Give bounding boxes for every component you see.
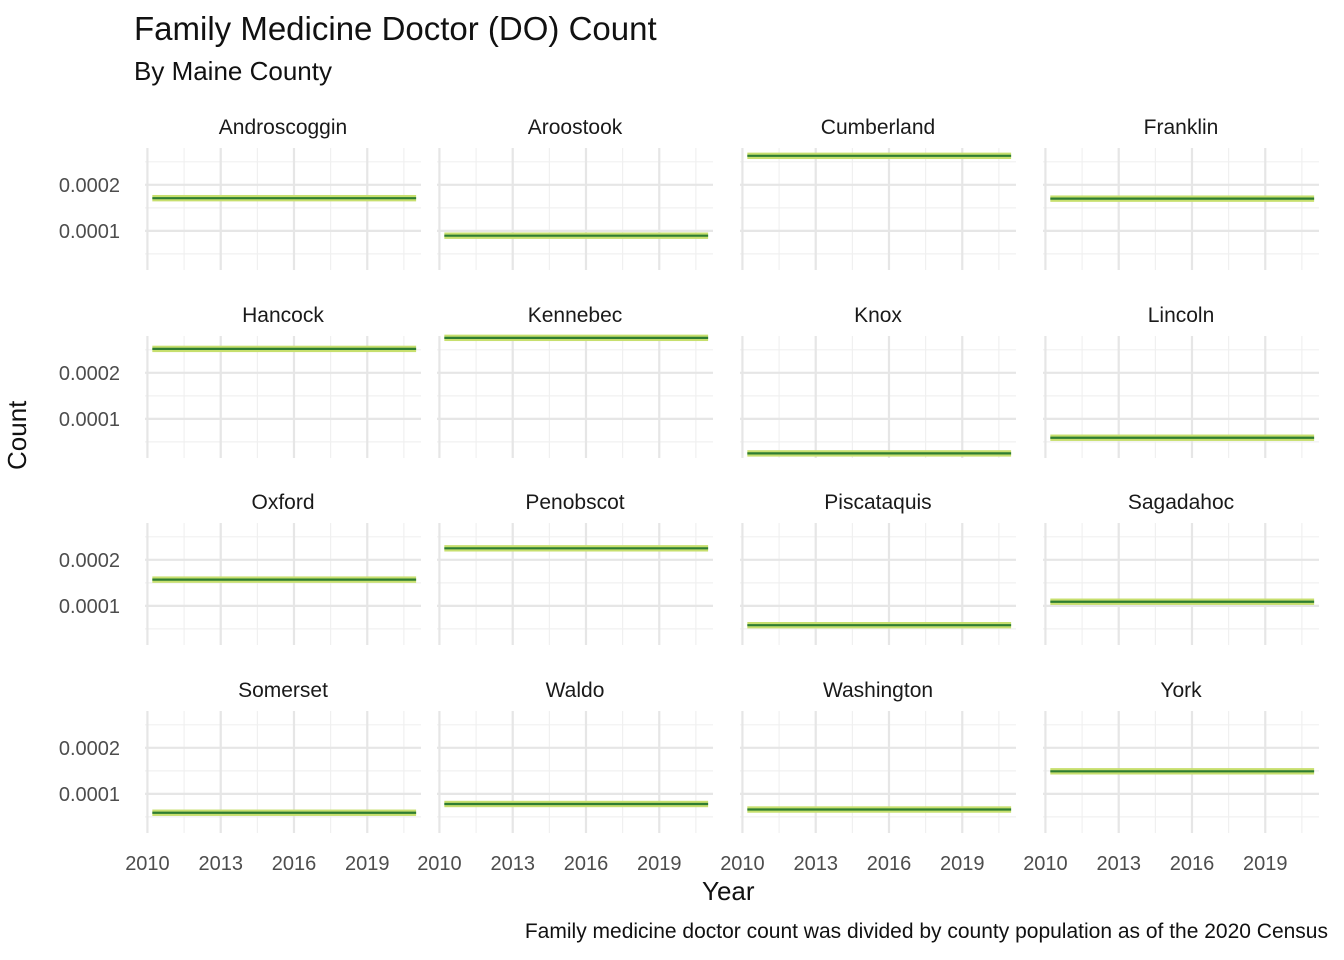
x-tick-label: 2019 [1243, 853, 1288, 875]
facet-label-knox: Knox [854, 304, 902, 327]
facet-label-oxford: Oxford [251, 491, 314, 514]
y-tick-label: 0.0001 [59, 221, 120, 243]
facet-label-sagadahoc: Sagadahoc [1128, 491, 1234, 514]
y-tick-label: 0.0002 [59, 363, 120, 385]
x-tick-label: 2013 [198, 853, 243, 875]
y-tick-label: 0.0002 [59, 738, 120, 760]
x-tick-label: 2019 [637, 853, 682, 875]
x-tick-label: 2010 [417, 853, 462, 875]
y-tick-label: 0.0001 [59, 596, 120, 618]
chart-caption: Family medicine doctor count was divided… [524, 920, 1328, 943]
chart-subtitle: By Maine County [134, 56, 332, 86]
facet-label-hancock: Hancock [242, 304, 324, 327]
facet-label-penobscot: Penobscot [525, 491, 624, 514]
facet-label-franklin: Franklin [1144, 116, 1219, 139]
chart-title: Family Medicine Doctor (DO) Count [134, 10, 657, 47]
y-tick-label: 0.0002 [59, 175, 120, 197]
facet-label-lincoln: Lincoln [1148, 304, 1215, 327]
x-tick-label: 2016 [564, 853, 609, 875]
facet-label-piscataquis: Piscataquis [824, 491, 931, 514]
y-tick-label: 0.0001 [59, 784, 120, 806]
facet-label-cumberland: Cumberland [821, 116, 935, 139]
x-tick-label: 2013 [793, 853, 838, 875]
x-tick-label: 2019 [345, 853, 390, 875]
facet-label-york: York [1160, 679, 1202, 702]
x-tick-label: 2010 [720, 853, 765, 875]
x-tick-label: 2016 [1170, 853, 1215, 875]
x-tick-label: 2013 [490, 853, 535, 875]
facet-label-waldo: Waldo [546, 679, 605, 702]
x-tick-label: 2013 [1096, 853, 1141, 875]
facet-label-androscoggin: Androscoggin [219, 116, 347, 139]
facet-label-kennebec: Kennebec [528, 304, 623, 327]
y-tick-label: 0.0002 [59, 550, 120, 572]
facet-label-aroostook: Aroostook [528, 116, 623, 139]
facet-label-somerset: Somerset [238, 679, 328, 702]
facet-label-washington: Washington [823, 679, 933, 702]
x-tick-label: 2016 [272, 853, 317, 875]
x-tick-label: 2019 [940, 853, 985, 875]
y-tick-label: 0.0001 [59, 409, 120, 431]
x-tick-label: 2016 [867, 853, 912, 875]
x-tick-label: 2010 [125, 853, 170, 875]
x-axis-label: Year [702, 876, 755, 906]
x-tick-label: 2010 [1023, 853, 1068, 875]
